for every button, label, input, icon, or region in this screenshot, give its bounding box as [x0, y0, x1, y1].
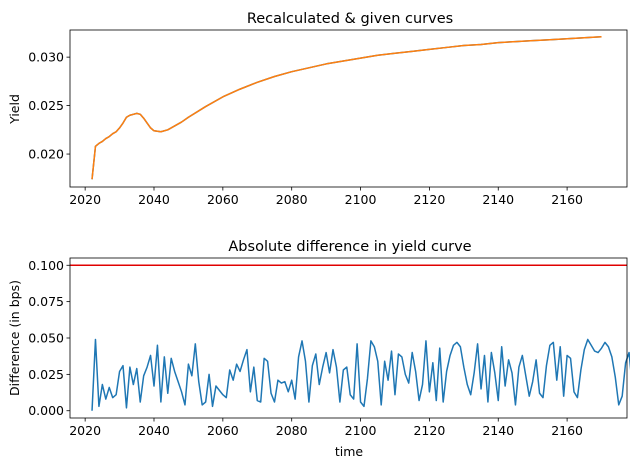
- x-tick-label: 2020: [69, 423, 101, 438]
- y-tick-label: 0.075: [28, 294, 64, 309]
- x-tick-label: 2100: [345, 192, 377, 207]
- y-tick-label: 0.025: [28, 367, 64, 382]
- bottom-chart-panel: Absolute difference in yield curve Diffe…: [7, 239, 630, 459]
- x-tick-label: 2080: [276, 192, 308, 207]
- x-tick-label: 2060: [207, 423, 239, 438]
- axis-ticks: 2020 2040 2060 2080 2100 2120 2140 2160 0.020 0.0…: [28, 50, 583, 207]
- chart-title: Recalculated & given curves: [247, 11, 453, 27]
- top-chart-panel: Recalculated & given curves Yield 2020 20…: [7, 11, 628, 207]
- y-tick-label: 0.020: [28, 147, 64, 162]
- x-tick-label: 2120: [413, 423, 445, 438]
- x-tick-label: 2040: [138, 192, 170, 207]
- x-axis-label: time: [335, 444, 364, 459]
- y-axis-label: Difference (in bps): [7, 280, 22, 396]
- x-tick-label: 2140: [482, 423, 514, 438]
- series-lines: [70, 264, 630, 411]
- y-axis-label: Yield: [7, 94, 22, 125]
- x-tick-label: 2100: [345, 423, 377, 438]
- x-tick-label: 2160: [551, 192, 583, 207]
- series-line-1: [91, 36, 602, 180]
- axis-ticks: 2020 2040 2060 2080 2100 2120 2140 2160 0.000 0.0…: [28, 258, 583, 438]
- series-line-0: [91, 338, 630, 411]
- y-tick-label: 0.050: [28, 331, 64, 346]
- y-tick-label: 0.030: [28, 50, 64, 65]
- series-line-0: [91, 36, 602, 180]
- y-tick-label: 0.025: [28, 98, 64, 113]
- y-tick-label: 0.100: [28, 258, 64, 273]
- x-tick-label: 2160: [551, 423, 583, 438]
- y-tick-label: 0.000: [28, 403, 64, 418]
- series-lines: [91, 36, 602, 180]
- chart-title: Absolute difference in yield curve: [228, 239, 471, 255]
- plot-frame: [69, 257, 628, 419]
- x-tick-label: 2080: [276, 423, 308, 438]
- x-tick-label: 2120: [413, 192, 445, 207]
- x-tick-label: 2140: [482, 192, 514, 207]
- x-tick-label: 2020: [69, 192, 101, 207]
- plot-frame: [69, 29, 628, 188]
- x-tick-label: 2060: [207, 192, 239, 207]
- x-tick-label: 2040: [138, 423, 170, 438]
